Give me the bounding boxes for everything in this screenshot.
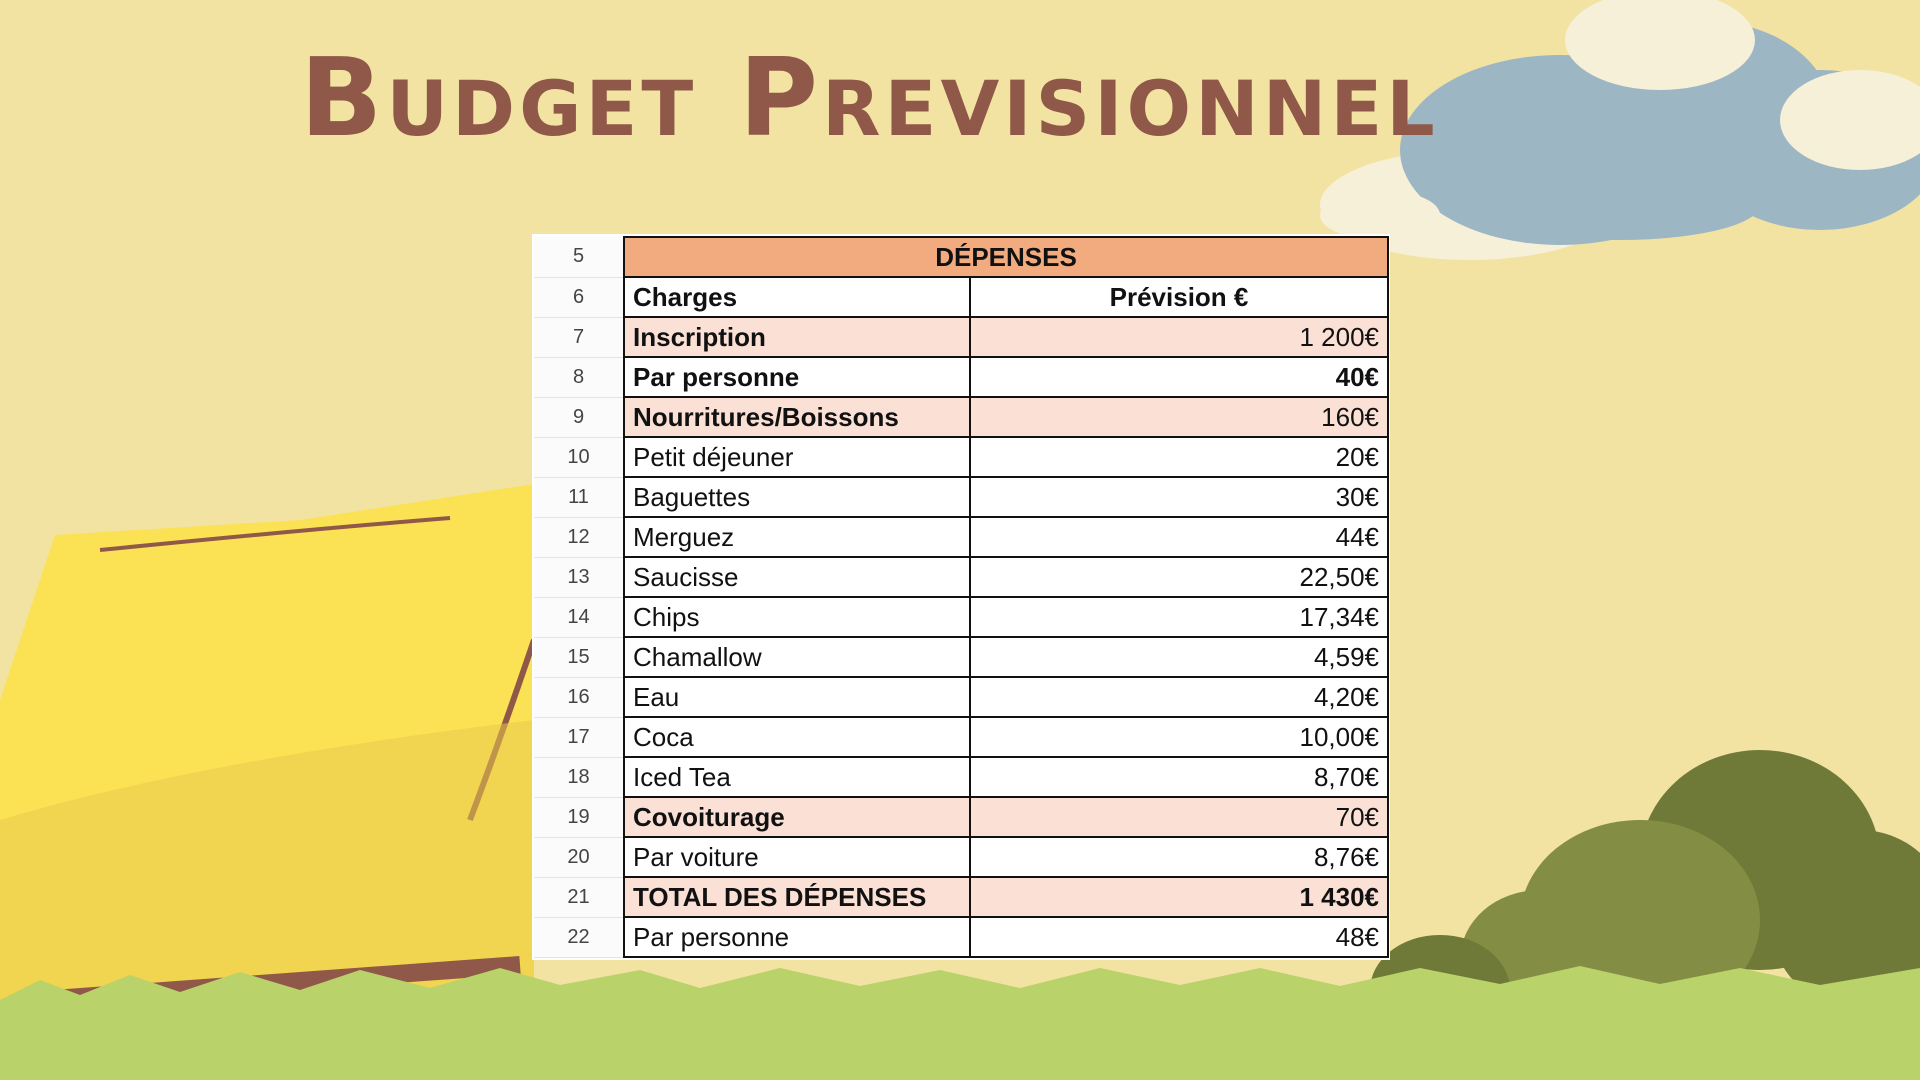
prevision-amount: 4,20€ bbox=[968, 676, 1390, 718]
row-number: 9 bbox=[534, 397, 625, 438]
prevision-amount: 160€ bbox=[968, 396, 1390, 438]
table-row: 11 Baguettes 30€ bbox=[534, 476, 1390, 518]
table-row: 13 Saucisse 22,50€ bbox=[534, 556, 1390, 598]
table-row: 15 Chamallow 4,59€ bbox=[534, 636, 1390, 678]
row-number: 20 bbox=[534, 837, 625, 878]
charge-label: Inscription bbox=[623, 316, 971, 358]
charge-label: TOTAL DES DÉPENSES bbox=[623, 876, 971, 918]
row-number: 22 bbox=[534, 917, 625, 958]
table-row: 17 Coca 10,00€ bbox=[534, 716, 1390, 758]
charge-label: Chamallow bbox=[623, 636, 971, 678]
prevision-amount: 17,34€ bbox=[968, 596, 1390, 638]
row-number: 7 bbox=[534, 317, 625, 358]
row-number: 19 bbox=[534, 797, 625, 838]
table-header-row: 5 DÉPENSES bbox=[534, 236, 1390, 278]
table-header-title: DÉPENSES bbox=[622, 236, 1390, 278]
table-row: 22 Par personne 48€ bbox=[534, 916, 1390, 958]
page-title: Budget Previsionnel bbox=[300, 36, 1439, 161]
row-number: 6 bbox=[534, 277, 625, 318]
expenses-spreadsheet: 5 DÉPENSES 6 Charges Prévision € 7 Inscri… bbox=[534, 236, 1390, 958]
prevision-amount: 70€ bbox=[968, 796, 1390, 838]
row-number: 14 bbox=[534, 597, 625, 638]
prevision-amount: 8,70€ bbox=[968, 756, 1390, 798]
prevision-amount: 8,76€ bbox=[968, 836, 1390, 878]
charge-label: Eau bbox=[623, 676, 971, 718]
row-number: 21 bbox=[534, 877, 625, 918]
charge-label: Merguez bbox=[623, 516, 971, 558]
row-number: 13 bbox=[534, 557, 625, 598]
row-number: 18 bbox=[534, 757, 625, 798]
column-header-prevision: Prévision € bbox=[968, 276, 1390, 318]
prevision-amount: 1 430€ bbox=[968, 876, 1390, 918]
row-number: 15 bbox=[534, 637, 625, 678]
table-row: 18 Iced Tea 8,70€ bbox=[534, 756, 1390, 798]
cloud-illustration bbox=[1320, 0, 1920, 260]
charge-label: Par personne bbox=[623, 356, 971, 398]
row-number: 17 bbox=[534, 717, 625, 758]
prevision-amount: 22,50€ bbox=[968, 556, 1390, 598]
grass-illustration bbox=[0, 966, 1920, 1080]
expenses-table: 5 DÉPENSES 6 Charges Prévision € 7 Inscri… bbox=[534, 236, 1390, 958]
prevision-amount: 40€ bbox=[968, 356, 1390, 398]
row-number: 5 bbox=[534, 237, 625, 278]
row-number: 11 bbox=[534, 477, 625, 518]
prevision-amount: 48€ bbox=[968, 916, 1390, 958]
charge-label: Nourritures/Boissons bbox=[623, 396, 971, 438]
prevision-amount: 10,00€ bbox=[968, 716, 1390, 758]
prevision-amount: 44€ bbox=[968, 516, 1390, 558]
table-row: 19 Covoiturage 70€ bbox=[534, 796, 1390, 838]
table-row: 16 Eau 4,20€ bbox=[534, 676, 1390, 718]
prevision-amount: 4,59€ bbox=[968, 636, 1390, 678]
charge-label: Chips bbox=[623, 596, 971, 638]
charge-label: Iced Tea bbox=[623, 756, 971, 798]
tent-illustration bbox=[0, 484, 537, 1009]
column-header-charges: Charges bbox=[623, 276, 971, 318]
table-row: 21 TOTAL DES DÉPENSES 1 430€ bbox=[534, 876, 1390, 918]
charge-label: Petit déjeuner bbox=[623, 436, 971, 478]
row-number: 12 bbox=[534, 517, 625, 558]
charge-label: Covoiturage bbox=[623, 796, 971, 838]
table-row: 7 Inscription 1 200€ bbox=[534, 316, 1390, 358]
table-row: 10 Petit déjeuner 20€ bbox=[534, 436, 1390, 478]
table-row: 9 Nourritures/Boissons 160€ bbox=[534, 396, 1390, 438]
charge-label: Coca bbox=[623, 716, 971, 758]
table-row: 8 Par personne 40€ bbox=[534, 356, 1390, 398]
row-number: 8 bbox=[534, 357, 625, 398]
column-header-row: 6 Charges Prévision € bbox=[534, 276, 1390, 318]
row-number: 16 bbox=[534, 677, 625, 718]
prevision-amount: 30€ bbox=[968, 476, 1390, 518]
table-row: 12 Merguez 44€ bbox=[534, 516, 1390, 558]
charge-label: Par personne bbox=[623, 916, 971, 958]
row-number: 10 bbox=[534, 437, 625, 478]
prevision-amount: 1 200€ bbox=[968, 316, 1390, 358]
charge-label: Par voiture bbox=[623, 836, 971, 878]
table-row: 20 Par voiture 8,76€ bbox=[534, 836, 1390, 878]
prevision-amount: 20€ bbox=[968, 436, 1390, 478]
table-row: 14 Chips 17,34€ bbox=[534, 596, 1390, 638]
charge-label: Baguettes bbox=[623, 476, 971, 518]
charge-label: Saucisse bbox=[623, 556, 971, 598]
